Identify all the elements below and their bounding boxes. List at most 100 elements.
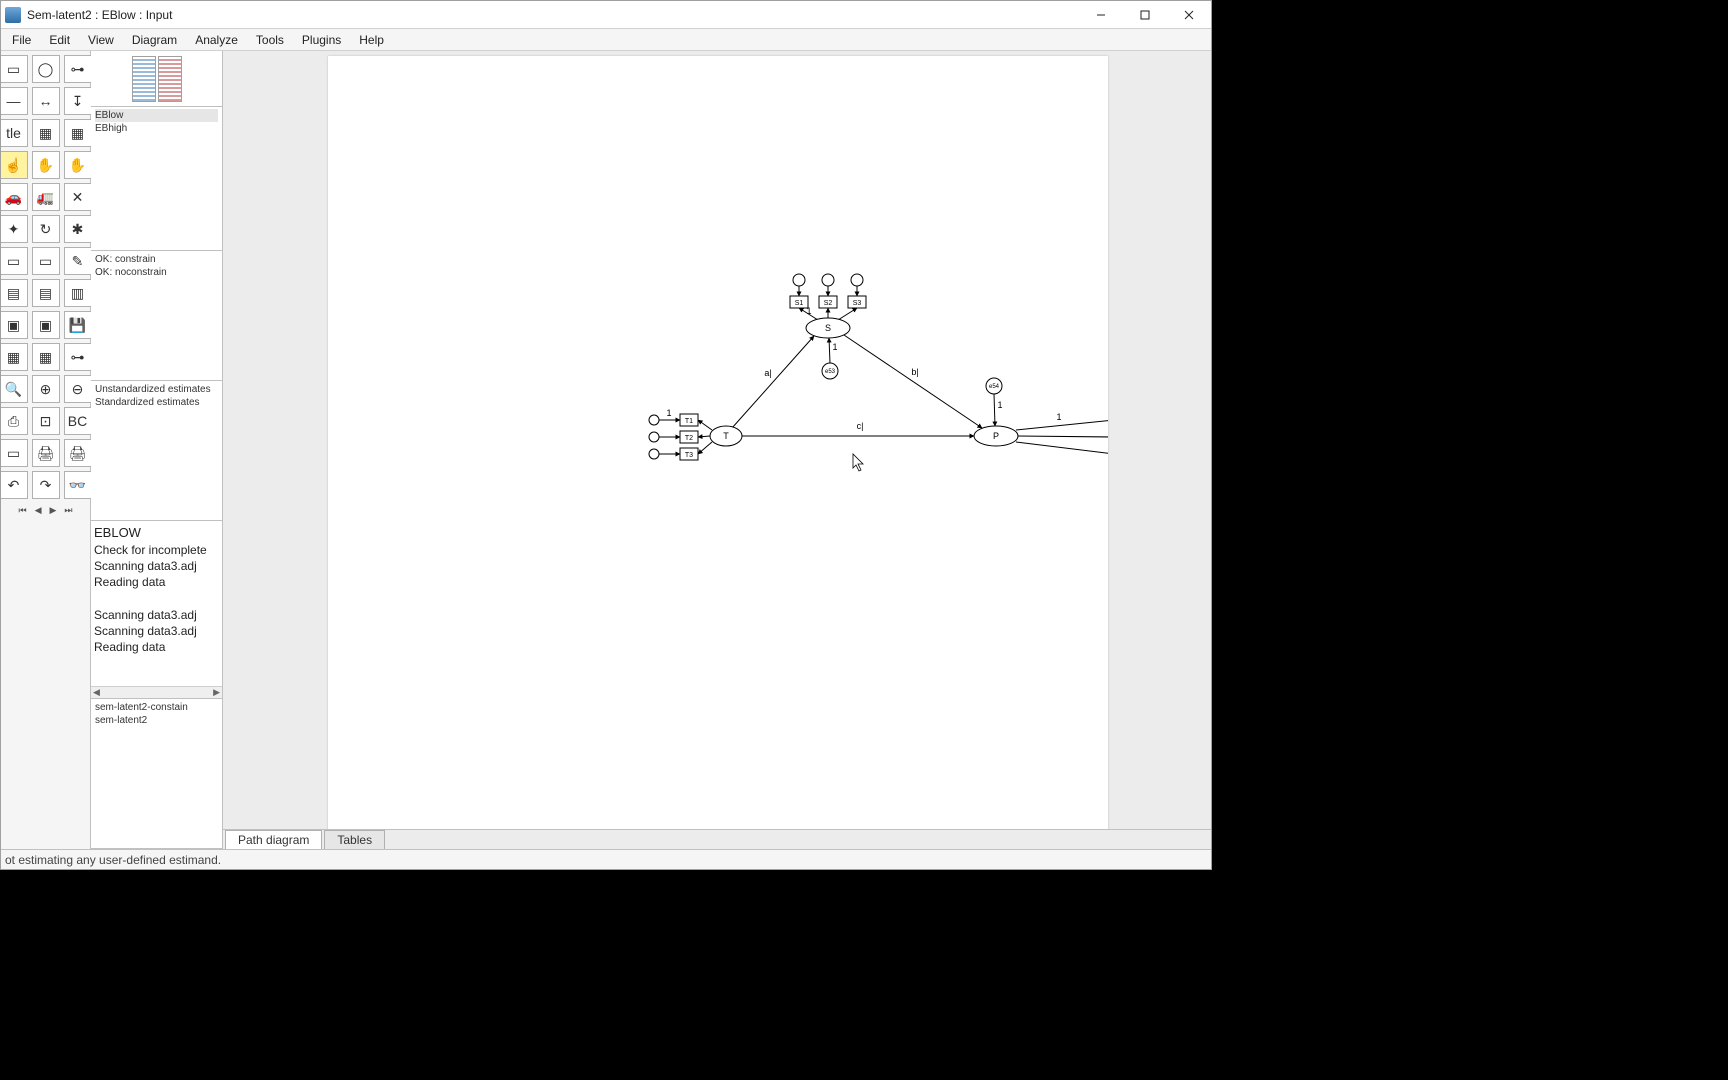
tool-button-27[interactable]: ▦ (1, 343, 28, 371)
ok-panel-item[interactable]: OK: noconstrain (95, 266, 218, 279)
tool-button-18[interactable]: ▭ (1, 247, 28, 275)
models-panel[interactable]: sem-latent2-constainsem-latent2 (91, 699, 222, 849)
tool-button-7[interactable]: ▦ (32, 119, 60, 147)
log-scrollbar[interactable]: ◀▶ (91, 686, 222, 698)
tool-button-22[interactable]: ▤ (32, 279, 60, 307)
svg-text:T3: T3 (685, 452, 693, 459)
tool-button-2[interactable]: ⊶ (64, 55, 92, 83)
toolbox: ▭◯⊶—↔↧tle▦▦☝✋✋🚗🚛✕✦↻✱▭▭✎▤▤▥▣▣💾▦▦⊶🔍⊕⊖⎙⊡BC▭… (1, 51, 91, 849)
svg-text:T: T (723, 431, 729, 441)
tool-button-17[interactable]: ✱ (64, 215, 92, 243)
ok-panel-item[interactable]: OK: constrain (95, 253, 218, 266)
models-status-panel[interactable]: OK: constrainOK: noconstrain (91, 251, 222, 381)
tool-button-39[interactable]: ↶ (1, 471, 28, 499)
svg-text:S: S (825, 323, 831, 333)
maximize-button[interactable] (1123, 1, 1167, 29)
groups-panel-item[interactable]: EBhigh (95, 122, 218, 135)
menu-plugins[interactable]: Plugins (293, 31, 350, 49)
tool-button-3[interactable]: — (1, 87, 28, 115)
menu-view[interactable]: View (79, 31, 123, 49)
svg-text:e54: e54 (989, 384, 1000, 390)
tool-button-16[interactable]: ↻ (32, 215, 60, 243)
tool-button-15[interactable]: ✦ (1, 215, 28, 243)
input-diagram-icon[interactable] (132, 56, 156, 102)
tool-button-36[interactable]: ▭ (1, 439, 28, 467)
estimates-panel-item[interactable]: Unstandardized estimates (95, 383, 218, 396)
diagram-paper[interactable]: 1a|c|b|1111111STPS1S2S3T1T2T3P1P2P3e53e5… (328, 56, 1108, 836)
tool-button-5[interactable]: ↧ (64, 87, 92, 115)
tool-button-37[interactable]: 🖨 (32, 439, 60, 467)
tool-button-33[interactable]: ⎙ (1, 407, 28, 435)
bottom-tab-path-diagram[interactable]: Path diagram (225, 830, 322, 849)
tool-button-34[interactable]: ⊡ (32, 407, 60, 435)
tool-button-9[interactable]: ☝ (1, 151, 28, 179)
tool-button-1[interactable]: ◯ (32, 55, 60, 83)
tool-button-10[interactable]: ✋ (32, 151, 60, 179)
log-line: Scanning data3.adj (94, 558, 219, 574)
log-header: EBLOW (91, 521, 222, 540)
tool-button-31[interactable]: ⊕ (32, 375, 60, 403)
tool-button-26[interactable]: 💾 (64, 311, 92, 339)
minimize-button[interactable] (1079, 1, 1123, 29)
vcr-0[interactable]: ⏮ (18, 505, 26, 516)
models-panel-item[interactable]: sem-latent2 (95, 714, 218, 727)
svg-text:S2: S2 (824, 300, 833, 307)
tool-button-40[interactable]: ↷ (32, 471, 60, 499)
tool-button-4[interactable]: ↔ (32, 87, 60, 115)
vcr-2[interactable]: ▶ (50, 505, 57, 516)
statusbar: ot estimating any user-defined estimand. (1, 849, 1211, 869)
tool-button-24[interactable]: ▣ (1, 311, 28, 339)
vcr-3[interactable]: ⏭ (64, 505, 72, 516)
tool-button-25[interactable]: ▣ (32, 311, 60, 339)
tool-button-12[interactable]: 🚗 (1, 183, 28, 211)
tool-button-32[interactable]: ⊖ (64, 375, 92, 403)
log-line: Scanning data3.adj (94, 607, 219, 623)
tool-button-35[interactable]: BC (64, 407, 92, 435)
tool-button-14[interactable]: ✕ (64, 183, 92, 211)
vcr-1[interactable]: ◀ (35, 505, 42, 516)
svg-text:T1: T1 (685, 418, 693, 425)
tool-button-19[interactable]: ▭ (32, 247, 60, 275)
svg-text:1: 1 (666, 408, 671, 418)
menu-analyze[interactable]: Analyze (186, 31, 247, 49)
svg-text:c|: c| (857, 421, 864, 431)
tool-grid: ▭◯⊶—↔↧tle▦▦☝✋✋🚗🚛✕✦↻✱▭▭✎▤▤▥▣▣💾▦▦⊶🔍⊕⊖⎙⊡BC▭… (1, 55, 90, 499)
titlebar: Sem-latent2 : EBlow : Input (1, 1, 1211, 29)
tool-button-23[interactable]: ▥ (64, 279, 92, 307)
tool-button-30[interactable]: 🔍 (1, 375, 28, 403)
log-panel: EBLOW Check for incompleteScanning data3… (91, 521, 222, 699)
tool-button-28[interactable]: ▦ (32, 343, 60, 371)
tool-button-11[interactable]: ✋ (64, 151, 92, 179)
output-diagram-icon[interactable] (158, 56, 182, 102)
svg-text:1: 1 (997, 400, 1002, 410)
bottom-tab-tables[interactable]: Tables (324, 830, 385, 849)
menu-edit[interactable]: Edit (40, 31, 79, 49)
window-title: Sem-latent2 : EBlow : Input (27, 8, 1079, 22)
menu-file[interactable]: File (3, 31, 40, 49)
menubar: FileEditViewDiagramAnalyzeToolsPluginsHe… (1, 29, 1211, 51)
svg-text:S1: S1 (795, 300, 804, 307)
tool-button-13[interactable]: 🚛 (32, 183, 60, 211)
tool-button-6[interactable]: tle (1, 119, 28, 147)
close-button[interactable] (1167, 1, 1211, 29)
menu-diagram[interactable]: Diagram (123, 31, 186, 49)
tool-button-41[interactable]: 👓 (64, 471, 92, 499)
tool-button-20[interactable]: ✎ (64, 247, 92, 275)
estimates-panel[interactable]: Unstandardized estimatesStandardized est… (91, 381, 222, 521)
estimates-panel-item[interactable]: Standardized estimates (95, 396, 218, 409)
groups-panel[interactable]: EBlowEBhigh (91, 107, 222, 251)
canvas-area[interactable]: 1a|c|b|1111111STPS1S2S3T1T2T3P1P2P3e53e5… (223, 51, 1211, 849)
tool-button-0[interactable]: ▭ (1, 55, 28, 83)
menu-tools[interactable]: Tools (247, 31, 293, 49)
path-diagram[interactable]: 1a|c|b|1111111STPS1S2S3T1T2T3P1P2P3e53e5… (328, 56, 1108, 836)
tool-button-29[interactable]: ⊶ (64, 343, 92, 371)
menu-help[interactable]: Help (350, 31, 393, 49)
tool-button-21[interactable]: ▤ (1, 279, 28, 307)
groups-panel-item[interactable]: EBlow (95, 109, 218, 122)
app-window: Sem-latent2 : EBlow : Input FileEditView… (0, 0, 1212, 870)
svg-text:e53: e53 (825, 369, 836, 375)
bottom-tabs: Path diagramTables (223, 829, 1211, 849)
models-panel-item[interactable]: sem-latent2-constain (95, 701, 218, 714)
tool-button-38[interactable]: 🖨 (64, 439, 92, 467)
tool-button-8[interactable]: ▦ (64, 119, 92, 147)
